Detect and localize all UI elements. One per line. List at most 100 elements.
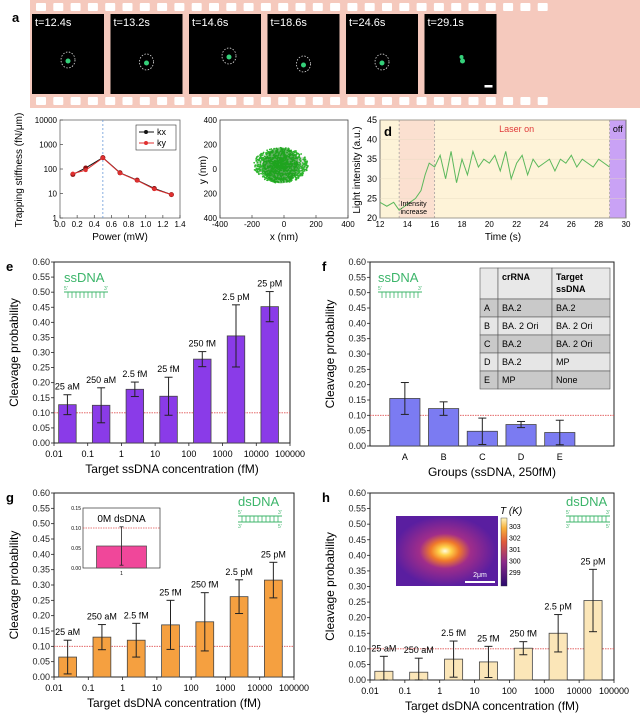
x-axis-label: Target dsDNA concentration (fM) bbox=[87, 696, 261, 710]
trajectory-point bbox=[305, 168, 308, 171]
film-perforation-top bbox=[295, 3, 306, 11]
y-tick-label: 0.45 bbox=[348, 535, 366, 545]
y-tick-label: 0.10 bbox=[348, 644, 366, 654]
film-perforation-top bbox=[70, 3, 81, 11]
trajectory-point bbox=[301, 162, 304, 164]
y-tick-label: 0.30 bbox=[348, 582, 366, 592]
trajectory-point bbox=[258, 165, 261, 168]
colorbar-tick-label: 300 bbox=[509, 559, 521, 566]
trajectory-point bbox=[258, 158, 261, 161]
film-perforation-bottom bbox=[537, 97, 548, 105]
y-tick-label: 0.40 bbox=[348, 318, 366, 328]
bar bbox=[125, 388, 145, 444]
table-header: crRNA bbox=[502, 272, 531, 282]
trajectory-point bbox=[266, 149, 269, 152]
table-cell bbox=[479, 267, 499, 300]
x-axis-label: x (nm) bbox=[270, 232, 298, 243]
table-cell-text: D bbox=[484, 357, 491, 367]
y-tick-label: 1 bbox=[53, 214, 58, 223]
film-perforation-bottom bbox=[330, 97, 341, 105]
legend-marker bbox=[144, 130, 148, 134]
x-tick-label: 14 bbox=[403, 220, 412, 229]
trajectory-point bbox=[259, 154, 262, 157]
x-tick-label: E bbox=[557, 452, 563, 462]
y-tick-label: 0.55 bbox=[32, 503, 50, 513]
film-perforation-top bbox=[105, 3, 116, 11]
inset-y-tick-label: 0.10 bbox=[71, 526, 81, 532]
film-perforation-top bbox=[226, 3, 237, 11]
bar bbox=[193, 358, 212, 444]
film-perforation-bottom bbox=[433, 97, 444, 105]
x-tick-label: 10000 bbox=[247, 683, 272, 693]
trajectory-point bbox=[295, 178, 298, 181]
trajectory-point bbox=[297, 156, 300, 159]
table-cell bbox=[551, 267, 611, 300]
y-tick-label: 0.25 bbox=[348, 597, 366, 607]
x-tick-label: -400 bbox=[212, 220, 229, 229]
legend-box bbox=[135, 124, 177, 151]
x-tick-label: 24 bbox=[540, 220, 549, 229]
film-perforation-top bbox=[209, 3, 219, 11]
x-tick-label: 1 bbox=[119, 449, 124, 459]
x-tick-label: 10000 bbox=[244, 449, 269, 459]
legend-label-kx: kx bbox=[157, 127, 167, 137]
five-prime-label: 5' bbox=[238, 510, 242, 516]
trapped-particle bbox=[459, 55, 464, 59]
data-point-ky bbox=[135, 178, 140, 183]
x-tick-label: 100000 bbox=[599, 686, 629, 696]
legend-label-ky: ky bbox=[157, 138, 167, 148]
film-perforation-top bbox=[537, 3, 548, 11]
film-perforation-bottom bbox=[122, 97, 133, 105]
x-tick-label: 0.0 bbox=[54, 220, 66, 229]
y-tick-label: 0.05 bbox=[32, 657, 50, 667]
trajectory-point bbox=[300, 169, 302, 172]
film-frame: t=13.2s bbox=[110, 14, 183, 94]
table-cell-text: MP bbox=[502, 375, 516, 385]
trajectory-point bbox=[263, 178, 266, 181]
y-tick-label: 0.15 bbox=[348, 628, 366, 638]
y-tick-label: 40 bbox=[367, 135, 377, 145]
colorbar-tick-label: 303 bbox=[509, 524, 521, 531]
y-axis-label: Light intensity (a.u.) bbox=[352, 126, 363, 213]
trajectory-point bbox=[304, 161, 307, 164]
x-tick-label: 100 bbox=[184, 683, 199, 693]
film-frame: t=29.1s bbox=[424, 14, 497, 94]
panel-d-intensity-chart: 12 14 16 18 20 22 24 26 28 30 20 25 30 35 40 45 Laser on… bbox=[352, 115, 631, 243]
y-tick-label: 400 bbox=[204, 214, 218, 223]
trajectory-point bbox=[301, 166, 304, 168]
film-perforation-top bbox=[260, 3, 271, 11]
film-perforation-top bbox=[347, 3, 358, 11]
trajectory-point bbox=[295, 153, 298, 155]
y-tick-label: 0.30 bbox=[32, 580, 50, 590]
film-perforation-bottom bbox=[347, 97, 358, 105]
y-tick-label: 100 bbox=[44, 165, 58, 174]
region-0 bbox=[399, 120, 435, 218]
bar-data-label: 250 fM bbox=[510, 629, 538, 639]
table-cell-text: MP bbox=[556, 357, 570, 367]
film-frame: t=14.6s bbox=[189, 14, 261, 94]
y-tick-label: 0.00 bbox=[32, 438, 50, 448]
y-tick-label: 0.60 bbox=[348, 488, 366, 498]
trajectory-point bbox=[257, 167, 260, 170]
trajectory-point bbox=[298, 169, 301, 172]
trajectory-point bbox=[290, 180, 293, 182]
trajectory-point bbox=[256, 165, 259, 168]
data-point-ky bbox=[70, 171, 75, 176]
y-tick-label: 0.30 bbox=[348, 349, 366, 359]
x-tick-label: 100 bbox=[502, 686, 517, 696]
bar-data-label: 250 fM bbox=[189, 339, 217, 349]
x-tick-label: 1000 bbox=[534, 686, 554, 696]
intensity-line bbox=[379, 149, 610, 211]
y-tick-label: 0.50 bbox=[32, 519, 50, 529]
trajectory-point bbox=[255, 168, 258, 171]
bar-data-label: 2.5 fM bbox=[122, 369, 147, 379]
dna-type-label: dsDNA bbox=[566, 494, 608, 509]
y-tick-label: 0.45 bbox=[32, 302, 50, 312]
heatmap-scale-label: 2μm bbox=[473, 572, 487, 579]
trajectory-point bbox=[262, 170, 264, 173]
film-frame: t=12.4s bbox=[32, 14, 104, 94]
inset-title: 0M dsDNA bbox=[97, 514, 146, 525]
y-tick-label: 0.50 bbox=[348, 288, 366, 298]
particle-circle-marker bbox=[296, 55, 311, 73]
